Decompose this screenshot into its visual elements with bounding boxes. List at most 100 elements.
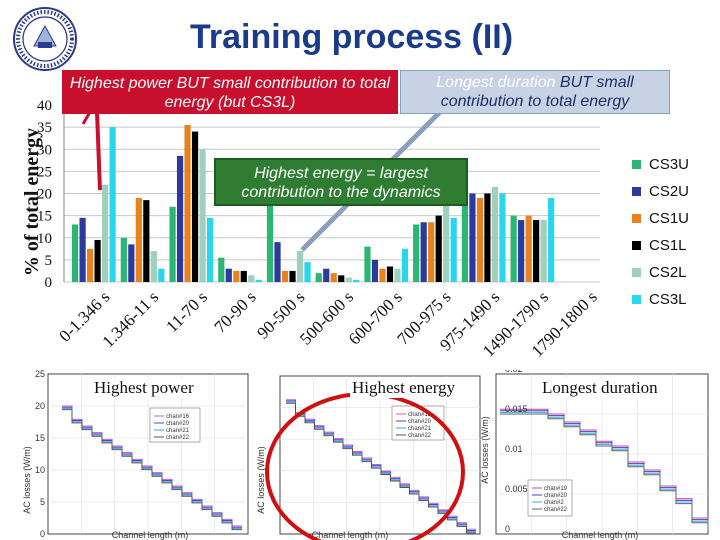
subplot3-ylabel: AC losses (W/m) (480, 416, 490, 484)
bar-cs1u (233, 270, 240, 282)
subplot-curve (62, 406, 242, 528)
bar-cs2u (469, 193, 476, 282)
bar-cs1l (533, 220, 540, 282)
bar-cs2u (420, 222, 427, 282)
subplot-curve (500, 413, 709, 531)
bar-cs1l (338, 275, 345, 282)
callout-duration-rest: BUT small contribution to total energy (440, 74, 634, 110)
bar-cs3l (206, 217, 214, 282)
legend-swatch (632, 213, 641, 223)
callout-highest-energy: Highest energy = largest contribution to… (214, 158, 468, 206)
bar-cs1u (428, 222, 435, 282)
bar-cs2u (225, 268, 232, 282)
subplot1-ytick: 10 (35, 465, 45, 475)
legend-swatch (632, 267, 641, 277)
subplot3-ytick: 0.02 (505, 370, 523, 374)
bar-cs2u (176, 155, 184, 282)
sublabel-longest-duration: Longest duration (540, 378, 660, 398)
legend-label: CS2U (649, 182, 690, 200)
bar-cs3u (169, 206, 176, 282)
subplot1-ytick: 5 (40, 497, 45, 507)
legend-label: CS2L (649, 263, 687, 281)
subplot-legend-label: chan#21 (408, 426, 432, 432)
bar-cs3u (510, 215, 517, 282)
subplot3-ytick: 0.005 (505, 484, 528, 494)
bar-cs3u (266, 166, 274, 282)
bar-cs1u (281, 270, 289, 282)
bar-ytick-label: 5 (45, 253, 53, 269)
bar-cs2l (150, 251, 157, 282)
legend-swatch (632, 186, 641, 196)
callout-arrow-power-2 (81, 111, 92, 125)
bar-cs3l (109, 127, 116, 282)
bar-cs3l (450, 217, 457, 282)
legend-swatch (632, 159, 641, 169)
bar-cs1l (435, 215, 442, 282)
bar-cs1l (289, 270, 296, 282)
callout-highest-power: Highest power BUT small contribution to … (62, 70, 398, 114)
subplot1-ytick: 15 (35, 433, 45, 443)
bar-cs1u (135, 197, 142, 282)
bar-cs2l (443, 204, 450, 282)
subplot3-ytick: 0.01 (505, 444, 523, 454)
bar-ytick-label: 35 (37, 120, 52, 136)
bar-cs2u (274, 242, 281, 282)
bar-xtick-label: 11-70 s (162, 287, 211, 336)
bar-cs3u (120, 237, 127, 282)
bar-cs2u (128, 244, 135, 282)
subplot-curve (286, 402, 476, 534)
subplot-legend-label: chan#16 (166, 414, 190, 420)
bar-cs3u (413, 224, 420, 282)
legend-label: CS1U (649, 209, 690, 227)
bar-cs2l (491, 186, 499, 282)
subplot-legend-label: chan#21 (166, 428, 190, 434)
subplot-legend-label: chan#16 (408, 412, 432, 418)
bar-ytick-label: 30 (37, 142, 52, 158)
subplot-legend-label: chan#20 (166, 421, 190, 427)
bar-cs3u (315, 273, 322, 282)
bar-cs2u (518, 220, 525, 282)
bar-cs2l (345, 277, 352, 282)
subplot-legend-label: chan#2 (544, 500, 564, 506)
bar-cs1u (330, 273, 337, 282)
callout-duration-emphasis: Longest duration (436, 74, 556, 91)
bar-cs3l (158, 268, 165, 282)
bar-ytick-label: 0 (45, 275, 53, 291)
legend-label: CS3L (649, 290, 687, 308)
bar-cs1l (143, 200, 150, 282)
legend-swatch (632, 294, 641, 304)
bar-cs3l (255, 279, 262, 282)
legend-item-cs3u: CS3U (632, 154, 689, 174)
legend-item-cs3l: CS3L (632, 289, 687, 309)
bar-cs1l (191, 131, 199, 282)
bar-ytick-label: 40 (37, 98, 52, 114)
legend-label: CS3U (649, 155, 690, 173)
subplot-legend-label: chan#22 (166, 435, 190, 441)
slide-title: Training process (II) (190, 18, 514, 56)
bar-cs3l (304, 262, 311, 282)
subplot-curve (62, 409, 242, 531)
bar-cs1u (87, 248, 94, 282)
university-seal-logo (13, 7, 77, 71)
subplot3-xlabel: Channel length (m) (562, 530, 639, 540)
bar-cs2l (540, 220, 547, 282)
bar-cs3u (218, 257, 225, 282)
callout-longest-duration: Longest duration BUT small contribution … (400, 70, 670, 114)
subplot3-ytick: 0 (505, 524, 510, 534)
subplot-legend-label: chan#22 (544, 507, 568, 513)
bar-cs2u (371, 259, 379, 282)
bar-cs3u (364, 246, 371, 282)
bar-cs1u (379, 268, 386, 282)
subplot1-ytick: 20 (35, 401, 45, 411)
sublabel-highest-power: Highest power (92, 378, 196, 398)
legend-item-cs1l: CS1L (632, 235, 687, 255)
bar-cs3l (548, 197, 555, 282)
bar-cs1l (94, 239, 101, 282)
subplot1-ylabel: AC losses (W/m) (22, 446, 32, 514)
subplot-curve (62, 407, 242, 529)
subplot1-ytick: 0 (40, 529, 45, 539)
